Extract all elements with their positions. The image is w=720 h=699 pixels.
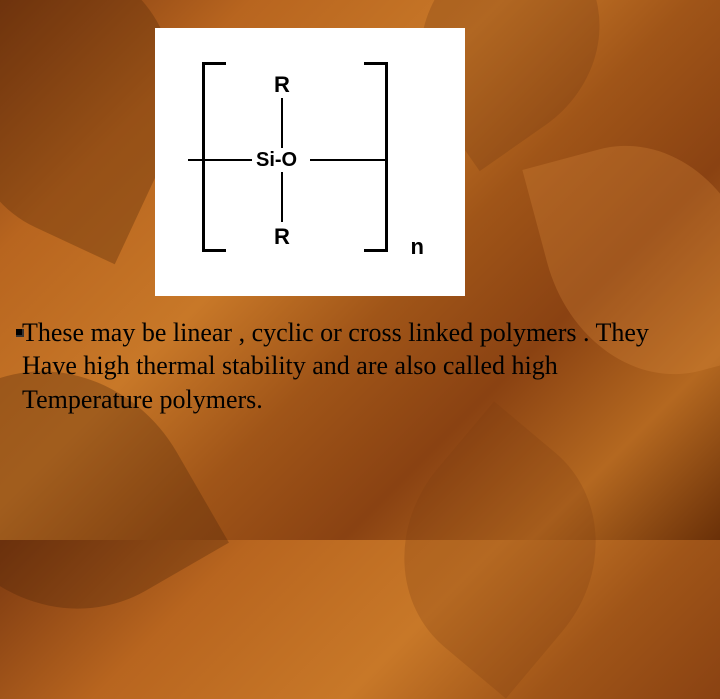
group-label-top: R xyxy=(274,72,290,98)
caption-line-3: Temperature polymers. xyxy=(22,383,702,416)
bond-left xyxy=(188,159,252,161)
right-bracket xyxy=(364,62,388,252)
chemical-structure-diagram: R Si-O R n xyxy=(155,28,465,296)
caption-line-1: These may be linear , cyclic or cross li… xyxy=(22,316,702,349)
bond-bottom xyxy=(281,172,283,222)
diagram-inner: R Si-O R n xyxy=(180,52,440,272)
bond-top xyxy=(281,98,283,148)
left-bracket xyxy=(202,62,226,252)
bond-right xyxy=(310,159,386,161)
repeat-subscript: n xyxy=(411,234,424,260)
caption-text: These may be linear , cyclic or cross li… xyxy=(22,316,702,416)
center-formula: Si-O xyxy=(256,149,297,172)
decorative-leaf xyxy=(353,401,648,698)
caption-line-2: Have high thermal stability and are also… xyxy=(22,349,702,382)
group-label-bottom: R xyxy=(274,224,290,250)
